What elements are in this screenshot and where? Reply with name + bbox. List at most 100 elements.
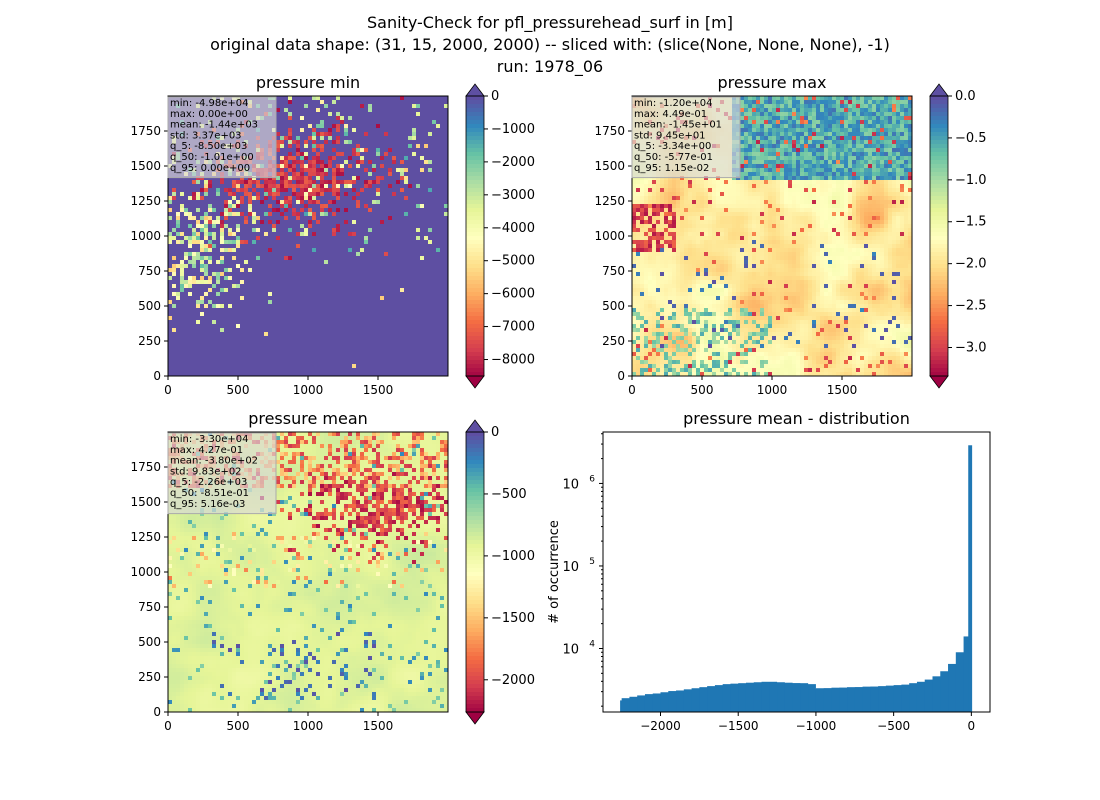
stats-box bbox=[631, 96, 741, 179]
colorbar-segment bbox=[466, 548, 484, 553]
colorbar-segment bbox=[466, 444, 484, 449]
colorbar-segment bbox=[466, 328, 484, 333]
y-tick-label: 750 bbox=[138, 264, 161, 278]
y-tick-label: 1750 bbox=[594, 124, 625, 138]
colorbar-segment bbox=[466, 652, 484, 657]
colorbar-tick-label: −3.0 bbox=[955, 340, 987, 355]
colorbar-tick-label: −1.0 bbox=[955, 173, 987, 188]
colorbar-segment bbox=[930, 120, 948, 125]
colorbar-segment bbox=[466, 304, 484, 309]
colorbar-segment bbox=[930, 280, 948, 285]
y-tick-label: 10 bbox=[562, 560, 579, 575]
heatmap-raster bbox=[168, 432, 448, 712]
colorbar-segment bbox=[466, 484, 484, 489]
stats-line: max: 4.49e-01 bbox=[634, 109, 707, 120]
colorbar-segment bbox=[466, 452, 484, 457]
stats-line: mean: -3.80e+02 bbox=[170, 456, 258, 467]
colorbar-segment bbox=[466, 244, 484, 249]
colorbar-segment bbox=[466, 436, 484, 441]
colorbar-segment bbox=[466, 228, 484, 233]
colorbar-segment bbox=[930, 156, 948, 161]
colorbar-segment bbox=[930, 324, 948, 329]
colorbar-segment bbox=[466, 588, 484, 593]
x-tick-label: 0 bbox=[164, 383, 172, 397]
colorbar-segment bbox=[466, 280, 484, 285]
colorbar-segment bbox=[930, 116, 948, 121]
colorbar-segment bbox=[466, 252, 484, 257]
colorbar-segment bbox=[466, 192, 484, 197]
colorbar-segment bbox=[466, 512, 484, 517]
x-tick-label: −500 bbox=[877, 719, 910, 733]
stats-line: std: 3.37e+03 bbox=[170, 130, 242, 141]
colorbar-segment bbox=[930, 224, 948, 229]
panel-title: pressure mean bbox=[248, 409, 368, 428]
colorbar-segment bbox=[930, 144, 948, 149]
colorbar-segment bbox=[930, 292, 948, 297]
colorbar-segment bbox=[466, 492, 484, 497]
colorbar-segment bbox=[466, 636, 484, 641]
colorbar-segment bbox=[466, 224, 484, 229]
colorbar-segment bbox=[466, 500, 484, 505]
colorbar-frame bbox=[465, 95, 485, 377]
colorbar-segment bbox=[466, 288, 484, 293]
colorbar-segment bbox=[930, 148, 948, 153]
y-tick-label: 0 bbox=[617, 369, 625, 383]
colorbar-extend-min bbox=[465, 375, 485, 389]
y-tick-label: 1750 bbox=[130, 124, 161, 138]
colorbar-segment bbox=[466, 472, 484, 477]
y-tick-label: 1250 bbox=[594, 194, 625, 208]
colorbar-segment bbox=[466, 188, 484, 193]
colorbar-segment bbox=[466, 240, 484, 245]
colorbar-segment bbox=[930, 308, 948, 313]
x-tick-label: 0 bbox=[968, 719, 976, 733]
colorbar-segment bbox=[930, 276, 948, 281]
stats-line: max: 4.27e-01 bbox=[170, 445, 243, 456]
colorbar-segment bbox=[930, 368, 948, 373]
colorbar-segment bbox=[466, 316, 484, 321]
colorbar-segment bbox=[930, 124, 948, 129]
x-tick-label: 1500 bbox=[363, 719, 394, 733]
histogram-panel: pressure mean - distribution −2000 −1500 −1… bbox=[547, 409, 991, 733]
stats-line: mean: -1.44e+03 bbox=[170, 120, 258, 131]
colorbar-segment bbox=[466, 296, 484, 301]
colorbar-segment bbox=[930, 100, 948, 105]
y-tick-label: 750 bbox=[138, 600, 161, 614]
y-tick-label: 1250 bbox=[130, 530, 161, 544]
colorbar-segment bbox=[466, 696, 484, 701]
colorbar-segment bbox=[466, 308, 484, 313]
stats-line: q_95: 0.00e+00 bbox=[170, 163, 250, 174]
colorbar-segment bbox=[466, 684, 484, 689]
colorbar-segment bbox=[930, 364, 948, 369]
colorbar-segment bbox=[466, 120, 484, 125]
colorbar-segment bbox=[930, 200, 948, 205]
colorbar-segment bbox=[466, 460, 484, 465]
colorbar-segment bbox=[466, 300, 484, 305]
colorbar-segment bbox=[930, 356, 948, 361]
y-tick-label: 0 bbox=[153, 705, 161, 719]
colorbar: 0.0 −0.5 −1.0 −1.5 −2.0 −2.5 −3.0 bbox=[929, 83, 987, 389]
colorbar-segment bbox=[466, 108, 484, 113]
colorbar-segment bbox=[930, 184, 948, 189]
colorbar-segment bbox=[466, 116, 484, 121]
colorbar-segment bbox=[930, 196, 948, 201]
y-tick-label: 1000 bbox=[130, 229, 161, 243]
colorbar-frame bbox=[465, 431, 485, 713]
colorbar-segment bbox=[466, 348, 484, 353]
colorbar-extend-min bbox=[929, 375, 949, 389]
colorbar-tick-label: 0 bbox=[491, 89, 499, 104]
x-tick-label: 0 bbox=[164, 719, 172, 733]
colorbar-segment bbox=[930, 180, 948, 185]
colorbar-segment bbox=[466, 680, 484, 685]
y-tick-label: 10 bbox=[562, 477, 579, 492]
colorbar-segment bbox=[930, 140, 948, 145]
colorbar-segment bbox=[466, 356, 484, 361]
colorbar-segment bbox=[930, 176, 948, 181]
colorbar-segment bbox=[930, 328, 948, 333]
colorbar: 0 −500 −1000 −1500 −2000 bbox=[465, 419, 535, 725]
colorbar-segment bbox=[466, 620, 484, 625]
colorbar-segment bbox=[466, 312, 484, 317]
stats-line: q_5: -3.34e+00 bbox=[634, 141, 711, 152]
colorbar-segment bbox=[466, 248, 484, 253]
colorbar-segment bbox=[466, 504, 484, 509]
histogram-title: pressure mean - distribution bbox=[683, 409, 910, 428]
